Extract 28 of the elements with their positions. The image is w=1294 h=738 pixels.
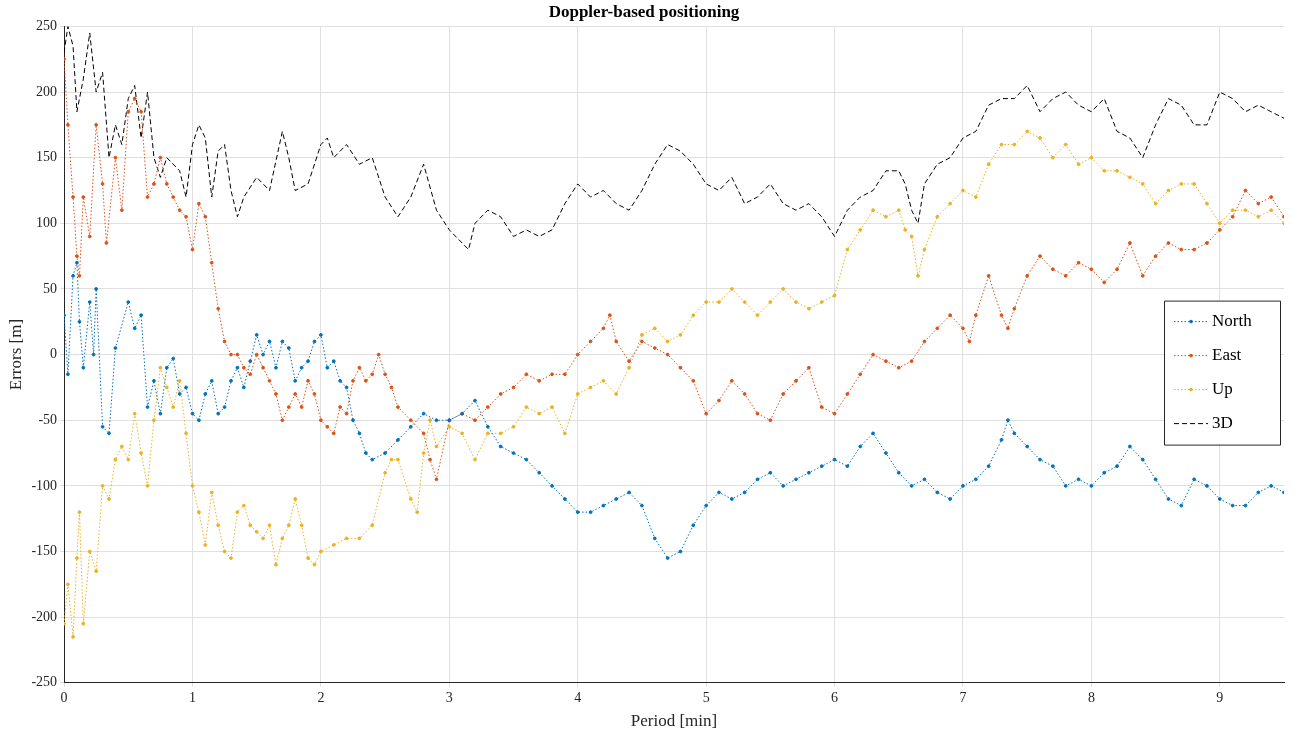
y-tick-label: 250 xyxy=(36,18,58,34)
y-tick-label: 150 xyxy=(36,149,58,165)
legend-label: East xyxy=(1212,345,1242,365)
chart-title: Doppler-based positioning xyxy=(548,1,740,21)
x-tick-label: 2 xyxy=(317,689,325,705)
x-tick-label: 8 xyxy=(1087,689,1095,705)
x-tick-label: 7 xyxy=(959,689,967,705)
legend-label: North xyxy=(1212,311,1253,331)
y-tick-label: 100 xyxy=(36,214,58,230)
x-tick-label: 6 xyxy=(831,689,839,705)
legend-label: Up xyxy=(1212,379,1233,399)
x-tick-label: 1 xyxy=(188,689,196,705)
y-tick-label: 50 xyxy=(43,280,58,296)
x-axis-title: Period [min] xyxy=(630,711,718,731)
y-axis-title: Errors [m] xyxy=(5,318,25,391)
x-tick-label: 3 xyxy=(445,689,453,705)
x-tick-label: 9 xyxy=(1216,689,1224,705)
x-tick-label: 5 xyxy=(702,689,710,705)
y-tick-label: -50 xyxy=(38,411,58,427)
x-tick-label: 4 xyxy=(574,689,582,705)
y-tick-label: -250 xyxy=(31,674,58,690)
y-tick-label: 200 xyxy=(36,83,58,99)
y-tick-label: -100 xyxy=(31,477,58,493)
y-tick-label: 0 xyxy=(50,346,58,362)
x-tick-label: 0 xyxy=(60,689,68,705)
legend-label: 3D xyxy=(1212,413,1233,433)
y-tick-label: -200 xyxy=(31,608,58,624)
y-tick-label: -150 xyxy=(31,543,58,559)
